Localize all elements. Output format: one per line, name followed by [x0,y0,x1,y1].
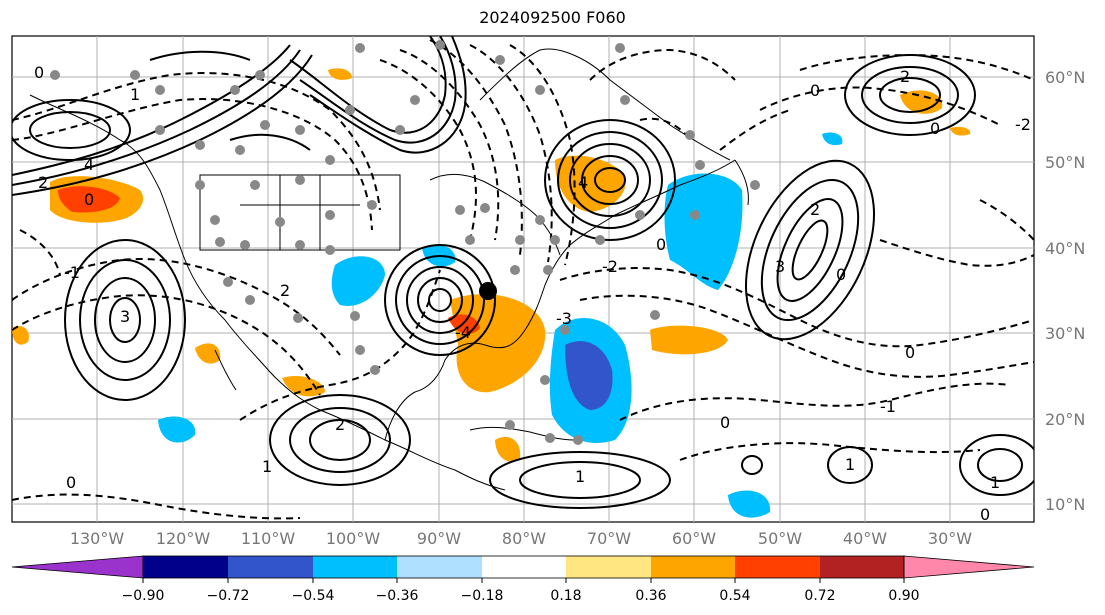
contour-label: 4 [84,155,94,174]
contour-label: 2 [38,173,48,192]
colorbar-tick-label: −0.90 [122,588,165,604]
contour-label: 2 [810,200,820,219]
contour-label: 1 [262,457,272,476]
anomaly-negative-atlantic-north [664,173,743,290]
lon-label: 120°W [156,529,211,548]
colorbar-tick-label: −0.54 [292,588,335,604]
longitude-labels: 130°W 120°W 110°W 100°W 90°W 80°W 70°W 6… [70,529,972,548]
lat-label: 60°N [1045,68,1085,87]
anomaly-negative-labrador [822,132,843,146]
lat-label: 30°N [1045,324,1085,343]
colorbar-bin [820,556,904,578]
contour-label: 0 [34,63,44,82]
contour-label: 1 [575,467,585,486]
lon-label: 60°W [672,529,716,548]
contour-label: -4 [455,323,471,342]
contour-label: -1 [880,397,896,416]
contour-label: 0 [836,265,846,284]
contour-label: 0 [905,343,915,362]
colorbar-bin [735,556,820,578]
lon-label: 100°W [326,529,381,548]
anomaly-positive-baja [195,343,221,364]
colorbar-bin [313,556,397,578]
colorbar-tick-label: 0.54 [719,588,750,604]
coastlines [29,48,749,491]
anomaly-negative-pacific [158,416,196,443]
colorbar-bin [566,556,651,578]
contour-label: 2 [335,415,345,434]
colorbar-ticks [142,578,905,583]
anomaly-positive-canada [555,155,626,212]
lat-label: 50°N [1045,153,1085,172]
colorbar-tick-label: 0.36 [635,588,666,604]
colorbar-bin [143,556,228,578]
storm-center-marker [479,282,497,300]
colorbar-tick-label: −0.18 [461,588,504,604]
anomaly-negative-south-atlantic [728,490,771,518]
colorbar: −0.90 −0.72 −0.54 −0.36 −0.18 0.18 0.36 … [11,555,1035,604]
latitude-labels: 60°N 50°N 40°N 30°N 20°N 10°N [1045,68,1085,514]
contour-label: 1 [990,473,1000,492]
anomaly-negative-plains [331,256,385,306]
contour-label: 0 [656,235,666,254]
contour-label: 4 [578,173,588,192]
colorbar-underflow-arrow [11,555,144,579]
colorbar-tick-label: −0.72 [207,588,250,604]
lat-label: 20°N [1045,410,1085,429]
contour-label: 0 [810,81,820,100]
colorbar-bin [482,556,566,578]
contour-label: -2 [1015,115,1031,134]
colorbar-overflow-arrow [903,555,1035,579]
contour-label: -1 [64,263,80,282]
contour-label: 0 [930,119,940,138]
lon-label: 70°W [587,529,631,548]
lon-label: 110°W [241,529,296,548]
map-frame [11,35,1035,523]
lon-label: 130°W [70,529,125,548]
contour-label: 0 [720,413,730,432]
contour-label: 0 [84,190,94,209]
colorbar-bin [228,556,313,578]
shaded-anomalies [12,68,971,518]
anomaly-positive-hudson [328,68,352,80]
contour-label: 1 [130,85,140,104]
lat-label: 40°N [1045,239,1085,258]
lon-label: 30°W [928,529,972,548]
colorbar-tick-label: 0.18 [550,588,581,604]
anomaly-positive-mexico [282,375,325,397]
anomaly-strong-negative-atlantic [565,341,613,410]
lon-label: 80°W [502,529,546,548]
anomaly-strong-west-coast [58,186,120,213]
lon-label: 50°W [758,529,802,548]
map-title: 2024092500 F060 [479,8,626,27]
anomaly-positive-east-pacific [900,90,943,114]
anomaly-positive-caribbean [495,436,521,462]
colorbar-tick-label: 0.72 [804,588,835,604]
contour-label: 3 [775,257,785,276]
contour-label: -3 [556,309,572,328]
anomaly-positive-pacific-small [12,325,29,345]
colorbar-bin [651,556,735,578]
lon-label: 40°W [843,529,887,548]
anomaly-positive-central-atlantic [650,325,728,355]
colorbar-bin [397,556,482,578]
contour-label: 1 [845,455,855,474]
contour-label: 0 [66,473,76,492]
colorbar-tick-label: −0.36 [376,588,419,604]
contour-label: 3 [120,307,130,326]
contour-label: 2 [900,67,910,86]
lon-label: 90°W [417,529,461,548]
lat-label: 10°N [1045,495,1085,514]
contour-label: 2 [280,281,290,300]
contour-label-group: 0 1 4 2 0 3 -1 2 2 1 0 -4 -3 -2 0 4 2 3 … [34,63,1031,524]
contour-label: -2 [602,257,618,276]
observation-dots [50,40,760,445]
contour-label: 0 [980,505,990,524]
negative-contours [12,39,1034,520]
anomaly-positive-east-atlantic [950,126,971,136]
colorbar-tick-label: 0.90 [888,588,919,604]
